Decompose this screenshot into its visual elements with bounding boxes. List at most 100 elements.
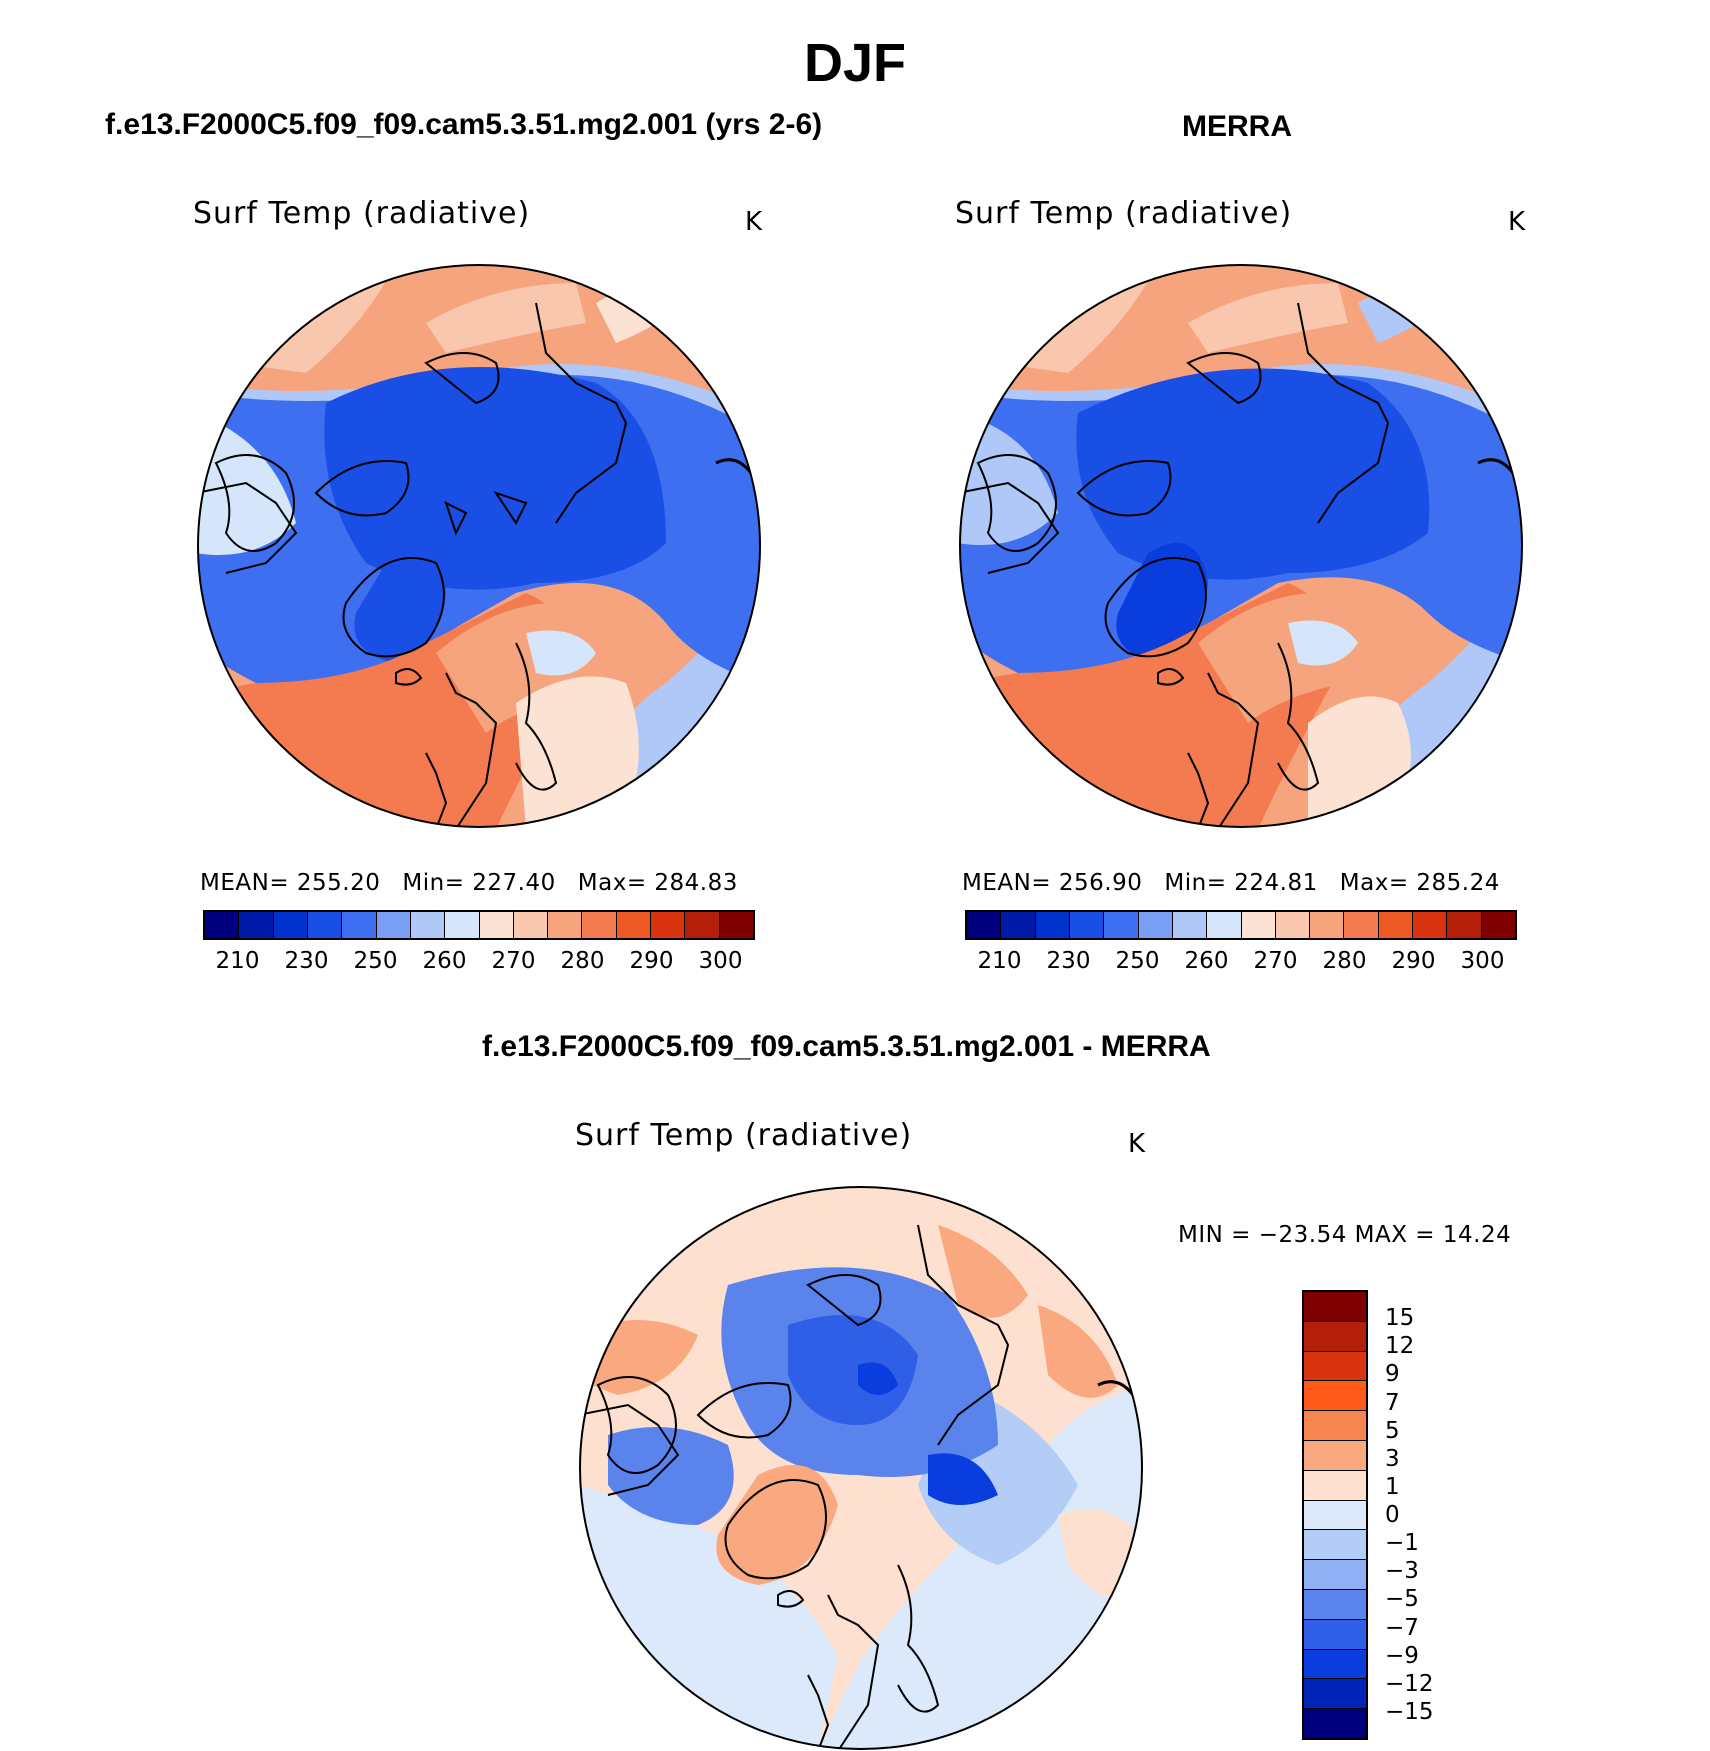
panel-2-stats: MEAN= 256.90 Min= 224.81 Max= 285.24 <box>962 870 1522 896</box>
colorbar-tick-label: 270 <box>491 948 536 974</box>
colorbar-swatch <box>307 912 343 938</box>
colorbar-swatch <box>1304 1679 1366 1710</box>
colorbar-swatch <box>1378 912 1414 938</box>
colorbar-tick-label: 9 <box>1385 1361 1400 1388</box>
colorbar-swatch <box>1104 912 1139 938</box>
colorbar-tick-label: 300 <box>698 948 743 974</box>
diff-panel-polar-map <box>579 1186 1143 1750</box>
panel-2-variable-label: Surf Temp (radiative) <box>955 196 1293 231</box>
colorbar-swatch <box>1304 1619 1366 1650</box>
colorbar-swatch <box>445 912 480 938</box>
diff-panel-minmax: MIN = −23.54 MAX = 14.24 <box>1178 1222 1512 1248</box>
colorbar-swatch <box>479 912 514 938</box>
colorbar-tick-label: 15 <box>1385 1305 1415 1332</box>
colorbar-swatch <box>1035 912 1070 938</box>
panel-2-polar-map <box>959 264 1523 828</box>
colorbar-tick-label: −12 <box>1385 1670 1434 1697</box>
panel-1-polar-map <box>197 264 761 828</box>
panel-1-variable-label: Surf Temp (radiative) <box>193 196 531 231</box>
colorbar-tick-label: 0 <box>1385 1502 1400 1528</box>
colorbar-tick-label: 3 <box>1385 1445 1400 1472</box>
colorbar-swatch <box>1310 912 1345 938</box>
colorbar-swatch <box>1304 1589 1366 1620</box>
colorbar-tick-label: 7 <box>1385 1389 1400 1416</box>
colorbar-swatch <box>1304 1470 1366 1501</box>
colorbar-swatch <box>1304 1500 1366 1531</box>
colorbar-swatch <box>967 912 1002 938</box>
colorbar-tick-label: 210 <box>215 948 260 974</box>
colorbar-tick-label: 280 <box>560 948 605 974</box>
panel-1-colorbar <box>203 910 755 940</box>
colorbar-tick-label: 5 <box>1385 1417 1400 1444</box>
colorbar-tick-label: 12 <box>1385 1333 1415 1360</box>
colorbar-swatch <box>1304 1440 1366 1471</box>
panel-1-title: f.e13.F2000C5.f09_f09.cam5.3.51.mg2.001 … <box>105 108 823 141</box>
colorbar-swatch <box>1069 912 1105 938</box>
colorbar-tick-label: 230 <box>1046 948 1091 974</box>
colorbar-swatch <box>513 912 549 938</box>
colorbar-tick-label: −15 <box>1385 1698 1434 1725</box>
colorbar-tick-label: 1 <box>1385 1473 1400 1500</box>
colorbar-swatch <box>548 912 583 938</box>
colorbar-tick-label: 260 <box>1184 948 1229 974</box>
colorbar-tick-label: −9 <box>1385 1642 1419 1669</box>
colorbar-swatch <box>1304 1530 1366 1561</box>
colorbar-swatch <box>1304 1351 1366 1382</box>
panel-1-colorbar-ticks: 210 230 250 260 270 280 290 300 <box>203 948 755 978</box>
panel-2-mean: MEAN= 256.90 <box>962 870 1143 896</box>
diff-panel-colorbar <box>1302 1290 1368 1740</box>
colorbar-tick-label: 280 <box>1322 948 1367 974</box>
panel-1-min: Min= 227.40 <box>402 870 556 896</box>
panel-2-units-label: K <box>1508 207 1526 237</box>
colorbar-swatch <box>1275 912 1311 938</box>
colorbar-swatch <box>342 912 377 938</box>
colorbar-swatch <box>376 912 411 938</box>
colorbar-tick-label: 300 <box>1460 948 1505 974</box>
figure-title: DJF <box>803 33 906 93</box>
diff-panel-title: f.e13.F2000C5.f09_f09.cam5.3.51.mg2.001 … <box>482 1030 1211 1063</box>
colorbar-swatch <box>1481 912 1515 938</box>
colorbar-swatch <box>1304 1292 1366 1322</box>
colorbar-swatch <box>616 912 652 938</box>
colorbar-tick-label: 270 <box>1253 948 1298 974</box>
colorbar-swatch <box>1413 912 1448 938</box>
panel-2-min: Min= 224.81 <box>1164 870 1318 896</box>
colorbar-tick-label: −1 <box>1385 1530 1419 1557</box>
diff-panel-units-label: K <box>1128 1129 1146 1159</box>
colorbar-tick-label: −5 <box>1385 1586 1419 1613</box>
colorbar-swatch <box>205 912 240 938</box>
colorbar-tick-label: 250 <box>1115 948 1160 974</box>
colorbar-swatch <box>273 912 308 938</box>
colorbar-swatch <box>1304 1411 1366 1441</box>
colorbar-swatch <box>651 912 686 938</box>
colorbar-swatch <box>1304 1381 1366 1412</box>
colorbar-swatch <box>1304 1709 1366 1738</box>
colorbar-tick-label: −7 <box>1385 1614 1419 1641</box>
colorbar-swatch <box>582 912 617 938</box>
colorbar-tick-label: 210 <box>977 948 1022 974</box>
panel-1-max: Max= 284.83 <box>577 870 738 896</box>
panel-2-colorbar <box>965 910 1517 940</box>
colorbar-swatch <box>685 912 720 938</box>
colorbar-tick-label: −3 <box>1385 1558 1419 1585</box>
colorbar-tick-label: 290 <box>1391 948 1436 974</box>
colorbar-swatch <box>1344 912 1379 938</box>
colorbar-swatch <box>1447 912 1482 938</box>
colorbar-tick-label: 290 <box>629 948 674 974</box>
panel-1-stats: MEAN= 255.20 Min= 227.40 Max= 284.83 <box>200 870 760 896</box>
colorbar-swatch <box>239 912 274 938</box>
colorbar-tick-label: 230 <box>284 948 329 974</box>
panel-1-mean: MEAN= 255.20 <box>200 870 381 896</box>
colorbar-swatch <box>1241 912 1276 938</box>
panel-2-title: MERRA <box>1182 110 1292 143</box>
diff-panel-colorbar-ticks: 15 12 9 7 5 3 1 0 −1 −3 −5 −7 −9 −12 −15 <box>1385 1290 1465 1740</box>
panel-1-units-label: K <box>745 207 763 237</box>
colorbar-swatch <box>1138 912 1173 938</box>
colorbar-swatch <box>1001 912 1036 938</box>
panel-2-max: Max= 285.24 <box>1339 870 1500 896</box>
panel-2-colorbar-ticks: 210 230 250 260 270 280 290 300 <box>965 948 1517 978</box>
colorbar-tick-label: 250 <box>353 948 398 974</box>
colorbar-swatch <box>719 912 753 938</box>
colorbar-swatch <box>1304 1560 1366 1590</box>
diff-panel-variable-label: Surf Temp (radiative) <box>575 1118 913 1153</box>
